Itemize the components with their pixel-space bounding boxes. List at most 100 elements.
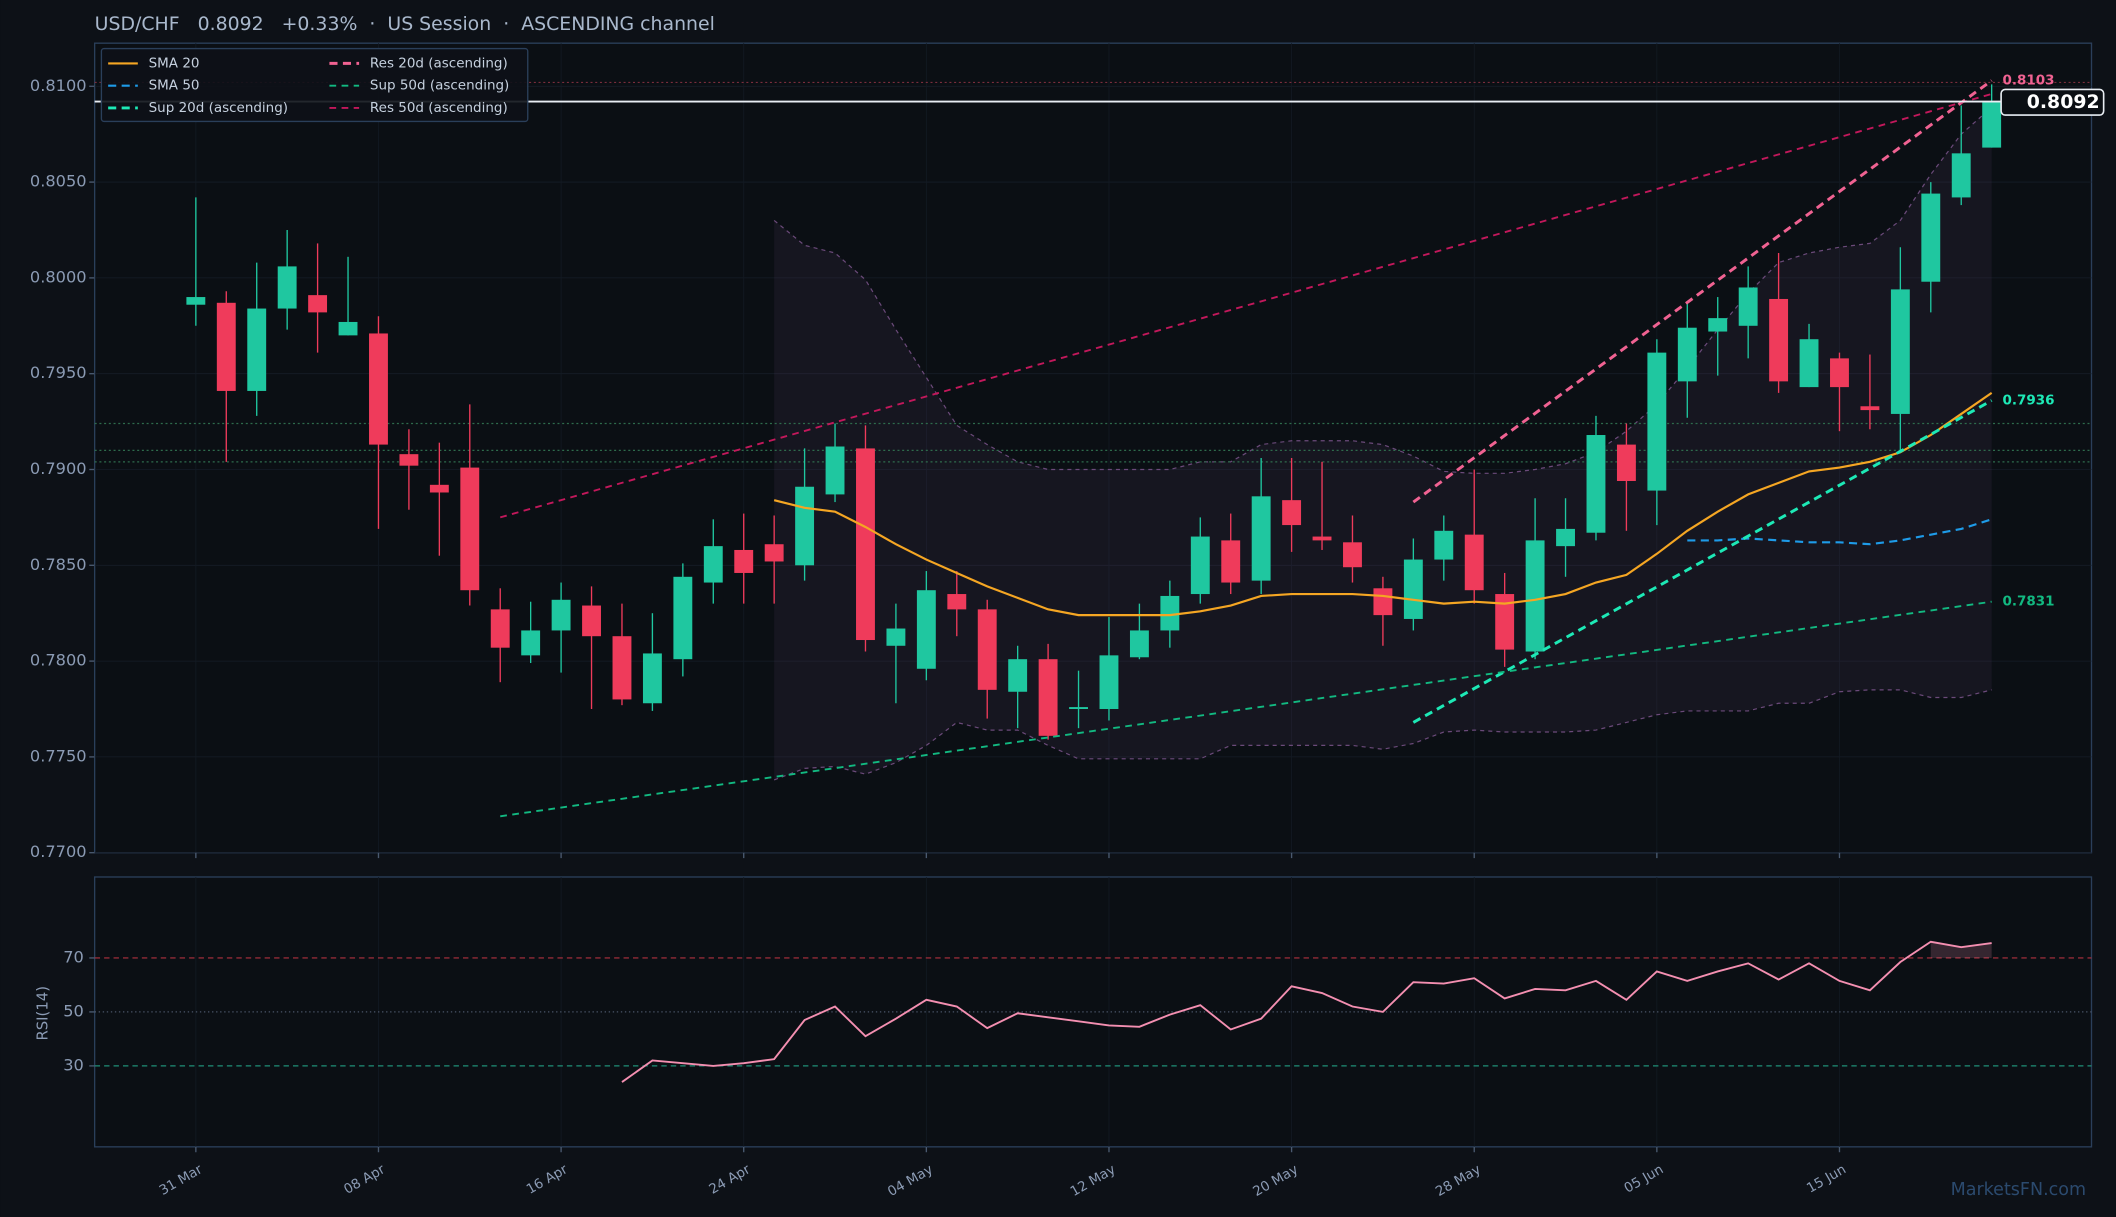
rsi-line xyxy=(621,940,1992,1083)
y-tick-label: 0.7900 xyxy=(30,459,87,478)
candle-body xyxy=(399,454,419,466)
candle-body xyxy=(1769,298,1789,382)
legend: SMA 20 SMA 50 Sup 20d (ascending) Res 20d (… xyxy=(100,47,529,123)
legend-label: Res 50d (ascending) xyxy=(370,100,508,116)
candle-body xyxy=(1312,536,1332,541)
y-tick-label: 0.7950 xyxy=(30,363,87,382)
candle-body xyxy=(1830,358,1849,388)
series-line xyxy=(1412,399,1993,724)
candle-body xyxy=(703,546,723,583)
y-tick-label: 0.7700 xyxy=(30,842,87,861)
candle-body xyxy=(1799,339,1819,388)
line-end-label: 0.7831 xyxy=(2002,594,2054,610)
candle-body xyxy=(369,333,388,445)
candle-body xyxy=(1951,153,1971,198)
candle-body xyxy=(1160,595,1180,631)
candle-body xyxy=(521,630,541,656)
series-line xyxy=(499,93,1992,519)
candle-body xyxy=(460,467,480,591)
candle-body xyxy=(186,297,206,305)
candle-body xyxy=(1343,542,1362,568)
candle-body xyxy=(642,653,662,704)
line-end-label: 0.8103 xyxy=(2002,73,2054,89)
candle-body xyxy=(1738,287,1758,326)
last-price-box xyxy=(2000,88,2105,116)
candle-body xyxy=(490,609,510,648)
candle-body xyxy=(1556,528,1575,547)
legend-label: Res 20d (ascending) xyxy=(370,55,508,71)
legend-label: SMA 50 xyxy=(149,78,200,94)
y-tick-label: 0.7850 xyxy=(30,555,87,574)
legend-box xyxy=(100,47,529,123)
legend-label: Sup 20d (ascending) xyxy=(149,100,288,116)
candle-body xyxy=(582,605,601,637)
candle-body xyxy=(1890,289,1910,414)
candle-body xyxy=(1251,496,1271,581)
series-line xyxy=(1412,79,1993,504)
watermark: MarketsFN.com xyxy=(1951,1180,2086,1200)
candle-body xyxy=(1373,588,1393,616)
candle-body xyxy=(673,576,693,660)
candle-body xyxy=(977,609,997,690)
candle-body xyxy=(1190,536,1210,595)
candle-body xyxy=(1921,193,1941,282)
candle-body xyxy=(338,321,358,336)
rsi-tick-label: 30 xyxy=(63,1055,84,1074)
candle-body xyxy=(1099,655,1119,710)
candle-body xyxy=(1982,101,2002,148)
candle-body xyxy=(429,484,449,493)
candle-body xyxy=(1495,594,1515,650)
candle-body xyxy=(612,636,632,700)
line-end-label: 0.7936 xyxy=(2002,393,2054,409)
last-price-label: 0.8092 xyxy=(2027,91,2100,113)
candle-body xyxy=(1708,318,1728,332)
chart-title: USD/CHF 0.8092 +0.33% · US Session · ASC… xyxy=(95,13,715,35)
candle-body xyxy=(734,549,754,573)
candle-body xyxy=(1038,659,1058,736)
rsi-axis-label: RSI(14) xyxy=(34,986,51,1041)
series-line xyxy=(773,391,1993,617)
candle-body xyxy=(308,295,328,313)
candle-body xyxy=(247,308,267,391)
price-panel xyxy=(93,42,2093,854)
band-area xyxy=(774,107,1992,780)
band-lower xyxy=(773,689,1992,781)
candle-body xyxy=(1069,707,1088,710)
candle-body xyxy=(1616,444,1636,481)
candle-body xyxy=(856,448,875,641)
plot-layer: 0.7700 0.7750 0.7800 0.7850 0.7900 0.7950 0.80… xyxy=(30,43,2105,1200)
candle-body xyxy=(764,544,784,562)
legend-label: SMA 20 xyxy=(149,55,200,71)
candle-body xyxy=(947,594,967,610)
band-upper xyxy=(773,106,1993,474)
candle-body xyxy=(551,599,571,631)
candle-body xyxy=(1221,540,1241,583)
candle-body xyxy=(216,302,236,391)
candle-body xyxy=(1677,327,1697,382)
candle-body xyxy=(1282,500,1302,526)
candle-body xyxy=(1434,530,1454,560)
series-line xyxy=(1687,518,1992,546)
y-tick-label: 0.7750 xyxy=(30,746,87,765)
candle-body xyxy=(1586,435,1606,533)
candle-body xyxy=(916,590,936,669)
y-tick-label: 0.7800 xyxy=(30,651,87,670)
candle-body xyxy=(1129,630,1149,658)
candle-body xyxy=(1647,352,1667,491)
candle-body xyxy=(1403,559,1423,619)
candle-body xyxy=(1008,659,1028,692)
rsi-tick-label: 70 xyxy=(63,947,84,966)
candle-body xyxy=(1525,540,1545,652)
candle-body xyxy=(277,266,297,309)
candle-body xyxy=(1464,534,1484,591)
series-line xyxy=(500,600,1992,818)
candle-body xyxy=(1860,406,1880,411)
y-tick-label: 0.8050 xyxy=(30,172,87,191)
rsi-tick-label: 50 xyxy=(63,1001,84,1020)
y-tick-label: 0.8100 xyxy=(30,76,87,95)
candle-body xyxy=(886,628,906,646)
legend-label: Sup 50d (ascending) xyxy=(370,78,509,94)
candle-body xyxy=(825,446,845,495)
y-tick-label: 0.8000 xyxy=(30,267,87,286)
